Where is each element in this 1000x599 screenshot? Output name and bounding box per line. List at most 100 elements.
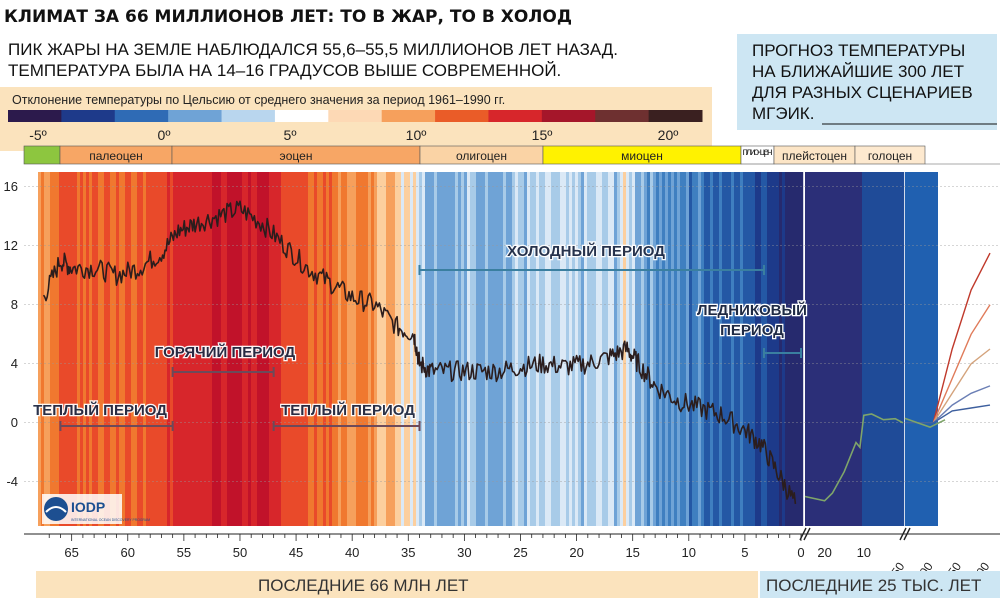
scenario-line [905,404,991,424]
period-label: ТЕПЛЫЙ ПЕРИОД [33,401,167,419]
stripe [41,172,45,526]
stripe [113,172,117,526]
stripe [197,172,201,526]
stripe [794,172,798,526]
stripe [296,172,300,526]
stripe [143,172,147,526]
stripe [92,172,96,526]
stripe [647,172,651,526]
stripe [161,172,165,526]
stripe [572,172,576,526]
stripe [311,172,315,526]
stripe [317,172,321,526]
stripe [650,172,654,526]
x-tick-label: 10 [857,545,871,560]
stripe [698,172,702,526]
scale-swatch [595,110,650,122]
stripe [374,172,378,526]
stripe [895,172,899,526]
stripe [877,172,881,526]
stripe [820,172,824,526]
stripe [119,172,123,526]
stripe [590,172,594,526]
stripe [680,172,684,526]
stripe [179,172,183,526]
stripe [455,172,459,526]
stripe [614,172,618,526]
stripe [281,172,285,526]
stripe [107,172,111,526]
stripe [263,172,267,526]
stripe [284,172,288,526]
stripe [710,172,714,526]
scale-swatch [114,110,169,122]
stripe [257,172,261,526]
stripe [299,172,303,526]
stripe [203,172,207,526]
stripe [242,172,246,526]
epoch-cell [854,145,926,165]
stripe [98,172,102,526]
stripe [95,172,99,526]
scale-swatch [61,110,116,122]
stripe [473,172,477,526]
stripe [883,172,887,526]
stripe [605,172,609,526]
scale-tick-label: -5º [29,127,47,143]
stripe [575,172,579,526]
stripe [122,172,126,526]
stripe [770,172,774,526]
scale-tick-label: 5º [284,127,297,143]
axis-break-mark [803,527,811,541]
stripe [443,172,447,526]
stripe [128,172,132,526]
stripe [560,172,564,526]
stripe [662,172,666,526]
stripe [329,172,333,526]
stripe [850,172,854,526]
x-tick-label: 10 [682,545,696,560]
stripe [515,172,519,526]
axis-break-mark [899,527,907,541]
stripe [77,172,81,526]
stripe [431,172,435,526]
x-tick-label: 35 [401,545,415,560]
x-tick-label: 45 [289,545,303,560]
stripe [500,172,504,526]
stripe [377,172,381,526]
stripe [365,172,369,526]
subtitle-line-2: ТЕМПЕРАТУРА БЫЛА НА 14–16 ГРАДУСОВ ВЫШЕ … [8,61,561,80]
stripe [779,172,783,526]
epoch-label: олигоцен [456,149,507,163]
stripe [832,172,836,526]
stripe [620,172,624,526]
y-tick-label: 0 [11,415,18,430]
stripe [479,172,483,526]
stripe [865,172,869,526]
stripe [206,172,210,526]
epoch-label: голоцен [868,149,912,163]
stripe [362,172,366,526]
stripe [557,172,561,526]
stripe [716,172,720,526]
stripe [482,172,486,526]
stripe [503,172,507,526]
x-tick-label: 60 [121,545,135,560]
stripe [470,172,474,526]
stripe [826,172,830,526]
stripe [862,172,866,526]
stripe [901,172,905,526]
stripe [518,172,522,526]
stripe [707,172,711,526]
scale-swatch [168,110,223,122]
epoch-bar: палеоцен эоцен олигоцен миоцен плио- цен плей… [23,145,1000,165]
stripe [829,172,833,526]
stripe [356,172,360,526]
stripe [185,172,189,526]
stripe [635,172,639,526]
stripe [110,172,114,526]
stripe [677,172,681,526]
logo-text: IODP [71,499,105,515]
stripe [728,172,732,526]
stripe [56,172,60,526]
